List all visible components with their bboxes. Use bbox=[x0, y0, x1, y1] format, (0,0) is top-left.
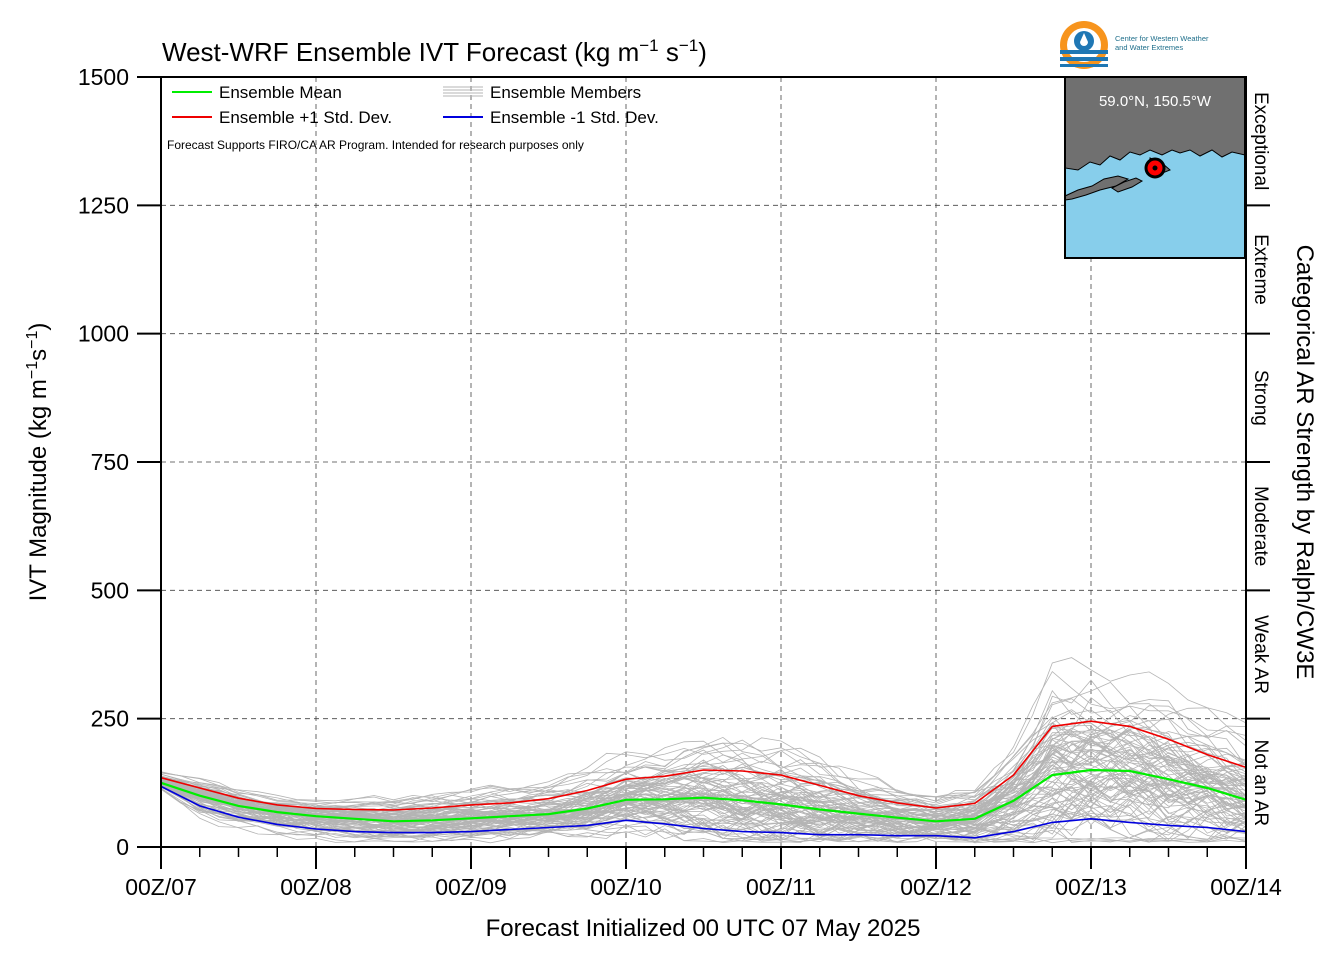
legend-label-plus-sd: Ensemble +1 Std. Dev. bbox=[219, 108, 392, 127]
inset-island bbox=[1111, 177, 1144, 193]
ar-category-axis: Exceptional Extreme Strong Moderate Weak AR N… bbox=[1246, 92, 1271, 826]
logo-text-line2: and Water Extremes bbox=[1115, 43, 1183, 52]
x-tick-label: 00Z/09 bbox=[435, 874, 507, 900]
x-tick-label: 00Z/13 bbox=[1055, 874, 1127, 900]
axes: 0 250 500 750 1000 1250 1500 00Z/07 00Z/08 00Z/09… bbox=[78, 64, 1282, 900]
ensemble-member-line bbox=[160, 657, 1247, 804]
ensemble-member-line bbox=[160, 748, 1247, 830]
inset-land bbox=[1064, 76, 1246, 171]
category-label: Moderate bbox=[1250, 486, 1271, 566]
x-tick-label: 00Z/12 bbox=[900, 874, 972, 900]
plus-std-dev-line bbox=[160, 720, 1247, 811]
ensemble-member-line bbox=[160, 722, 1247, 821]
ensemble-member-line bbox=[160, 727, 1247, 817]
ensemble-member-line bbox=[160, 741, 1247, 823]
inset-coordinates: 59.0°N, 150.5°W bbox=[1099, 93, 1212, 110]
ensemble-member-line bbox=[160, 769, 1247, 826]
series-lines bbox=[160, 720, 1247, 839]
x-tick-label: 00Z/10 bbox=[590, 874, 662, 900]
y-tick-label: 1000 bbox=[78, 321, 129, 347]
ensemble-member-line bbox=[160, 785, 1247, 844]
x-tick-label: 00Z/14 bbox=[1210, 874, 1282, 900]
ensemble-member-line bbox=[160, 782, 1247, 835]
ensemble-member-line bbox=[160, 670, 1247, 807]
cw3e-logo: Center for Western Weather and Water Ext… bbox=[1060, 21, 1209, 69]
category-label: Not an AR bbox=[1250, 740, 1271, 827]
legend-label-members: Ensemble Members bbox=[490, 83, 641, 102]
ensemble-member-line bbox=[160, 716, 1247, 811]
x-tick-label: 00Z/08 bbox=[280, 874, 352, 900]
category-label: Extreme bbox=[1250, 234, 1271, 305]
ensemble-mean-line bbox=[160, 768, 1247, 823]
category-label: Strong bbox=[1250, 370, 1271, 426]
y-tick-label: 500 bbox=[91, 577, 129, 603]
category-label: Weak AR bbox=[1250, 615, 1271, 694]
minus-std-dev-line bbox=[160, 785, 1247, 839]
ensemble-member-line bbox=[160, 679, 1247, 803]
x-axis-title: Forecast Initialized 00 UTC 07 May 2025 bbox=[486, 915, 921, 942]
legend-label-mean: Ensemble Mean bbox=[219, 83, 342, 102]
ensemble-member-line bbox=[160, 728, 1247, 824]
ensemble-member-line bbox=[160, 783, 1247, 841]
y-tick-label: 0 bbox=[116, 834, 129, 860]
ensemble-member-line bbox=[160, 732, 1247, 820]
legend-label-minus-sd: Ensemble -1 Std. Dev. bbox=[490, 108, 659, 127]
ensemble-members bbox=[160, 657, 1247, 844]
ensemble-member-line bbox=[160, 774, 1247, 839]
ensemble-member-line bbox=[160, 767, 1247, 840]
y-tick-label: 250 bbox=[91, 706, 129, 732]
y-tick-label: 750 bbox=[91, 449, 129, 475]
y-axis-title: IVT Magnitude (kg m−1s−1) bbox=[24, 323, 52, 602]
y-tick-label: 1250 bbox=[78, 192, 129, 218]
category-label: Exceptional bbox=[1250, 92, 1271, 190]
right-axis-title: Categorical AR Strength by Ralph/CW3E bbox=[1291, 245, 1318, 680]
location-inset-map: 59.0°N, 150.5°W bbox=[1064, 76, 1246, 259]
ensemble-member-line bbox=[160, 726, 1247, 822]
x-tick-label: 00Z/11 bbox=[746, 874, 816, 900]
research-note: Forecast Supports FIRO/CA AR Program. In… bbox=[167, 138, 584, 152]
logo-text-line1: Center for Western Weather bbox=[1115, 34, 1209, 43]
y-tick-label: 1500 bbox=[78, 64, 129, 90]
ensemble-member-line bbox=[160, 788, 1247, 844]
chart-title: West-WRF Ensemble IVT Forecast (kg m−1 s… bbox=[162, 36, 707, 67]
ensemble-member-line bbox=[160, 785, 1247, 840]
legend-swatch-members bbox=[443, 86, 483, 97]
ensemble-member-line bbox=[160, 681, 1247, 817]
ensemble-member-line bbox=[160, 788, 1247, 844]
ensemble-member-line bbox=[160, 785, 1247, 838]
x-tick-label: 00Z/07 bbox=[125, 874, 197, 900]
ensemble-member-line bbox=[160, 786, 1247, 840]
legend: Ensemble Mean Ensemble Members Ensemble … bbox=[167, 83, 659, 152]
